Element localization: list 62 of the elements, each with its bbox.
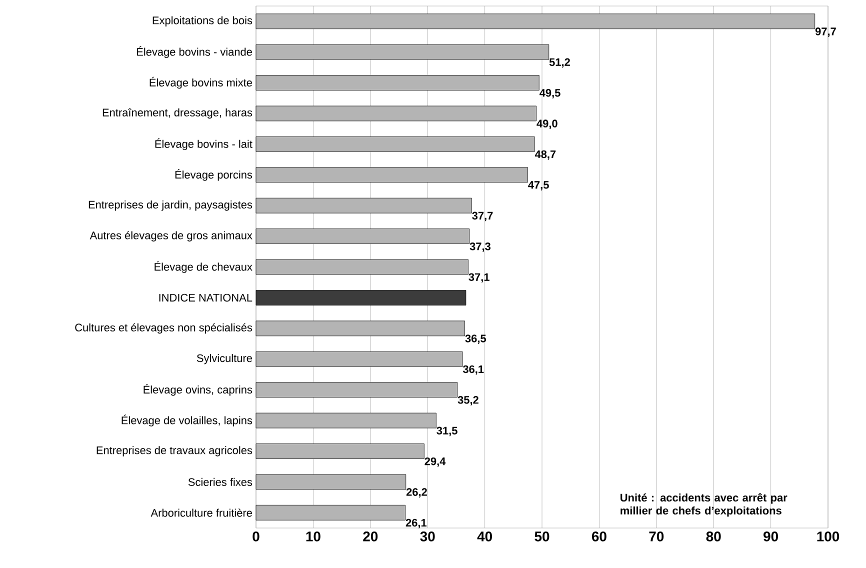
bar	[256, 504, 406, 520]
bar	[256, 75, 540, 90]
data-label: 51,2	[549, 58, 570, 68]
x-tick-label: 30	[420, 532, 435, 542]
data-label: 26,2	[406, 488, 427, 498]
data-label: 97,7	[815, 28, 836, 37]
x-tick-label: 60	[592, 532, 606, 542]
annotation: Unité : accidents avec arrêt par millier de chefs d’exploitations	[620, 493, 788, 517]
x-tick-label: 80	[706, 532, 721, 542]
x-tick-label: 20	[363, 532, 378, 542]
data-label: 37,1	[468, 273, 490, 283]
y-tick-label: Exploitations de bois	[152, 16, 252, 26]
data-label: 48,7	[534, 150, 556, 160]
y-tick-label: Élevage de chevaux	[154, 261, 252, 273]
data-label: 29,4	[424, 457, 446, 467]
x-tick-label: 50	[534, 532, 550, 542]
data-label: 49,0	[536, 120, 558, 130]
bar	[256, 136, 535, 152]
y-tick-label: Entraînement, dressage, haras	[102, 108, 252, 119]
bar	[256, 259, 468, 275]
bar	[256, 412, 436, 428]
data-label: 47,5	[528, 181, 549, 190]
y-tick-label: INDICE NATIONAL	[159, 294, 252, 302]
data-label: 26,1	[406, 518, 427, 528]
y-tick-label: Élevage bovins mixte	[150, 76, 252, 89]
x-tick-label: 70	[649, 532, 664, 542]
bar	[256, 106, 536, 122]
bar	[256, 228, 470, 244]
x-tick-label: 40	[477, 532, 492, 542]
bar	[256, 444, 424, 459]
bar	[256, 382, 458, 398]
x-tick-label: 90	[764, 532, 778, 542]
bar	[256, 351, 463, 367]
bar	[256, 320, 465, 336]
x-tick-label: 100	[817, 532, 840, 542]
y-tick-label: Entreprises de travaux agricoles	[96, 446, 252, 456]
y-tick-label: Élevage bovins - lait	[155, 138, 252, 150]
y-tick-label: Entreprises de jardin, paysagistes	[88, 200, 252, 211]
bar	[256, 14, 816, 30]
y-tick-label: Sylviculture	[196, 354, 252, 364]
bar	[256, 167, 528, 183]
data-label: 49,5	[540, 88, 560, 98]
bar	[256, 44, 550, 60]
data-label: 31,5	[436, 426, 458, 436]
data-label: 37,3	[470, 242, 490, 252]
data-label: 37,7	[472, 212, 493, 222]
data-label: 36,1	[462, 365, 484, 375]
bar	[256, 290, 466, 306]
y-tick-label: Élevage bovins - viande	[137, 46, 252, 58]
y-tick-label: Élevage porcins	[175, 169, 252, 181]
y-tick-label: Élevage de volailles, lapins	[122, 414, 252, 426]
data-label: 36,5	[465, 334, 486, 344]
bar	[256, 198, 472, 214]
y-tick-label: Autres élevages de gros animaux	[90, 231, 252, 242]
y-tick-label: Élevage ovins, caprins	[144, 384, 252, 396]
data-label: 35,2	[458, 396, 478, 406]
bar	[256, 474, 406, 490]
x-tick-label: 0	[252, 532, 260, 542]
y-tick-label: Cultures et élevages non spécialisés	[75, 323, 252, 334]
x-tick-label: 10	[306, 532, 320, 542]
y-tick-label: Scieries fixes	[188, 478, 252, 486]
y-tick-label: Arboriculture fruitière	[150, 508, 252, 517]
